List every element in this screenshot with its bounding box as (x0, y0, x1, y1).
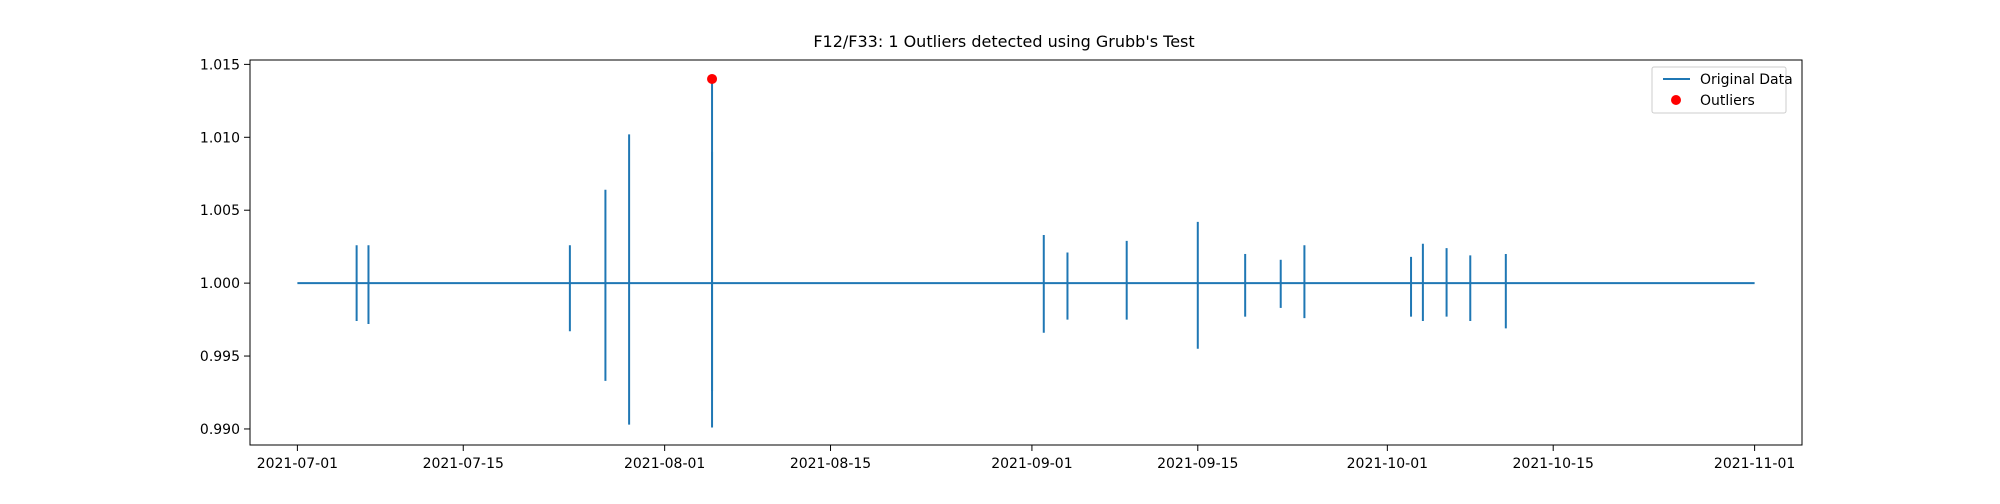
x-tick-label: 2021-09-01 (991, 456, 1072, 472)
axes: 0.990 0.995 1.000 1.005 1.010 1.015 2021-07-01… (200, 57, 1803, 472)
y-tick-label: 1.015 (200, 57, 240, 73)
plot-frame (249, 59, 1803, 446)
legend-marker-swatch (1671, 95, 1681, 105)
legend-label-outliers: Outliers (1700, 93, 1755, 109)
y-tick-label: 0.990 (200, 422, 240, 438)
legend-label-original-data: Original Data (1700, 72, 1793, 88)
x-tick-label: 2021-08-15 (790, 456, 871, 472)
y-tick-label: 0.995 (200, 349, 240, 365)
y-tick-label: 1.000 (200, 276, 240, 292)
x-tick-label: 2021-11-01 (1714, 456, 1795, 472)
x-tick-label: 2021-08-01 (624, 456, 705, 472)
plot-area (297, 73, 1755, 428)
y-tick-label: 1.010 (200, 130, 240, 146)
outlier-point-1 (707, 73, 718, 84)
y-tick-label: 1.005 (200, 203, 240, 219)
x-tick-label: 2021-10-15 (1513, 456, 1594, 472)
x-tick-label: 2021-07-15 (423, 456, 504, 472)
chart-title: F12/F33: 1 Outliers detected using Grubb… (813, 32, 1194, 51)
x-tick-label: 2021-10-01 (1347, 456, 1428, 472)
x-tick-label: 2021-09-15 (1157, 456, 1238, 472)
legend: Original Data Outliers (1651, 66, 1793, 114)
x-tick-label: 2021-07-01 (257, 456, 338, 472)
